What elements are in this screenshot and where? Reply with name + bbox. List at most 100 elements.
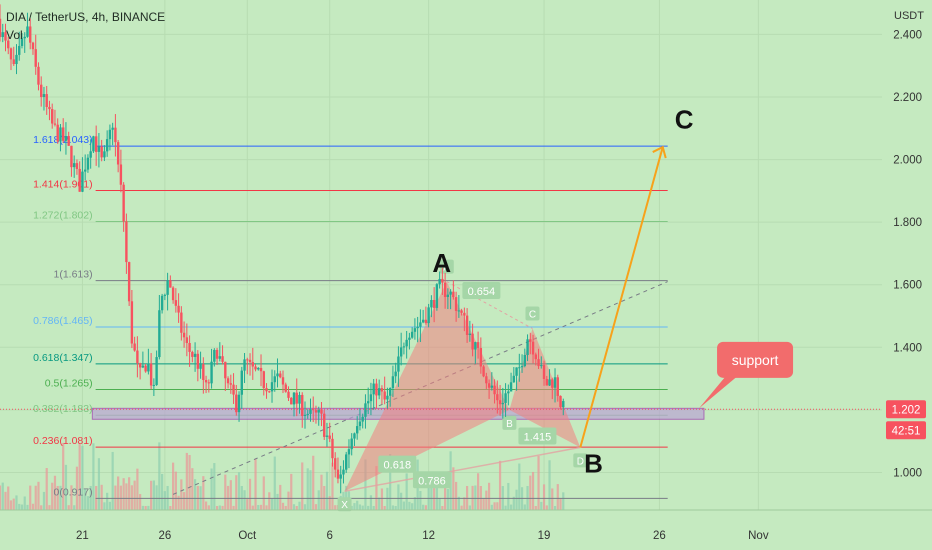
candle-body <box>452 291 455 298</box>
pattern-ac-line <box>446 281 533 329</box>
volume-bar <box>213 463 216 510</box>
candle-body <box>4 32 7 41</box>
candle-body <box>133 343 136 351</box>
volume-bar <box>306 468 309 510</box>
candle-body <box>279 373 282 378</box>
volume-bar <box>188 455 191 510</box>
volume-bar <box>405 473 408 510</box>
candle-body <box>457 310 461 312</box>
volume-bar <box>413 497 416 510</box>
candle-body <box>529 339 532 342</box>
volume-bar <box>237 472 241 510</box>
volume-bar <box>446 489 449 510</box>
candle-body <box>262 371 265 389</box>
volume-bar <box>125 483 128 510</box>
candle-body <box>375 383 378 396</box>
candle-body <box>449 291 452 295</box>
volume-bar <box>383 505 386 510</box>
candle-body <box>306 413 309 415</box>
volume-bar <box>430 482 433 510</box>
volume-bar <box>128 477 131 510</box>
candle-body <box>281 377 285 385</box>
price-tick-label: 2.200 <box>893 92 922 104</box>
volume-bar <box>463 497 466 510</box>
candle-body <box>171 287 175 301</box>
candle-body <box>438 278 441 285</box>
candle-body <box>463 312 466 316</box>
candle-body <box>518 367 521 369</box>
volume-bar <box>515 489 518 510</box>
candle-body <box>254 366 257 370</box>
candle-body <box>350 438 353 450</box>
candle-body <box>295 392 298 404</box>
candle-body <box>427 307 430 324</box>
fib-label: 1.414(1.901) <box>33 179 93 191</box>
price-tick-label: 1.000 <box>893 467 922 479</box>
wave-label-b: B <box>584 448 603 478</box>
candle-body <box>507 391 510 394</box>
candle-body <box>465 315 469 335</box>
candle-body <box>188 343 191 352</box>
fib-label: 0.618(1.347) <box>33 352 93 364</box>
candle-body <box>410 331 414 338</box>
fib-label: 1.272(1.802) <box>33 210 93 222</box>
candle-body <box>421 319 425 323</box>
candle-body <box>7 40 10 49</box>
volume-bar <box>290 473 293 510</box>
candle-body <box>31 42 35 50</box>
candle-body <box>369 394 373 402</box>
candle-body <box>531 341 535 355</box>
candle-body <box>138 363 142 368</box>
candle-body <box>366 401 370 404</box>
volume-bar <box>158 442 161 510</box>
candle-body <box>336 469 340 479</box>
candle-body <box>78 168 81 192</box>
volume-bar <box>397 484 400 510</box>
volume-bar <box>29 485 32 510</box>
candle-body <box>512 375 516 383</box>
candle-body <box>545 378 548 386</box>
volume-bar <box>279 484 282 510</box>
candle-body <box>26 26 29 37</box>
volume-bar <box>419 490 422 510</box>
volume-bar <box>193 479 197 510</box>
volume-bar <box>259 504 263 510</box>
volume-bar <box>59 485 62 510</box>
price-tick-label: 1.600 <box>893 280 922 292</box>
volume-bar <box>268 492 271 510</box>
candle-body <box>454 297 458 311</box>
price-tick-label: 2.400 <box>893 29 922 41</box>
candle-body <box>163 294 167 296</box>
candle-body <box>430 300 433 308</box>
volume-bar <box>498 460 502 510</box>
volume-bar <box>303 504 307 510</box>
candle-body <box>248 359 252 363</box>
candle-body <box>377 388 381 396</box>
candle-body <box>498 400 502 405</box>
candle-body <box>191 351 194 357</box>
candle-body <box>298 394 301 404</box>
volume-bar <box>232 505 235 510</box>
volume-bar <box>427 485 430 510</box>
time-tick-label: 12 <box>422 530 435 542</box>
candle-body <box>72 163 76 168</box>
candle-body <box>559 395 562 408</box>
volume-bar <box>235 475 238 510</box>
volume-bar <box>424 505 427 510</box>
volume-bar <box>512 496 515 510</box>
candle-body <box>460 310 463 313</box>
pattern-ratio-label: 0.654 <box>468 286 496 298</box>
candle-body <box>556 377 559 396</box>
pattern-xd-line <box>344 446 581 492</box>
candle-body <box>34 49 37 67</box>
price-tick-label: 1.400 <box>893 342 922 354</box>
candle-body <box>399 347 403 357</box>
volume-bar <box>0 485 2 510</box>
candle-body <box>303 414 307 416</box>
volume-bar <box>130 485 133 510</box>
candle-body <box>149 363 153 386</box>
volume-bar <box>422 504 425 510</box>
volume-bar <box>262 476 265 510</box>
volume-bar <box>402 501 406 510</box>
